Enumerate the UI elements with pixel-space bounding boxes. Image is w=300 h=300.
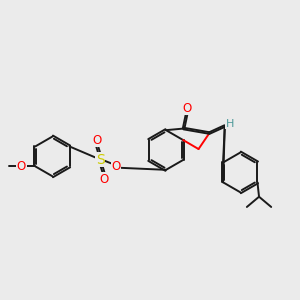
Text: O: O	[183, 102, 192, 115]
Text: O: O	[92, 134, 101, 147]
Text: S: S	[96, 153, 105, 166]
Text: O: O	[17, 160, 26, 173]
Text: O: O	[111, 160, 120, 173]
Text: O: O	[100, 172, 109, 186]
Text: H: H	[225, 119, 234, 129]
